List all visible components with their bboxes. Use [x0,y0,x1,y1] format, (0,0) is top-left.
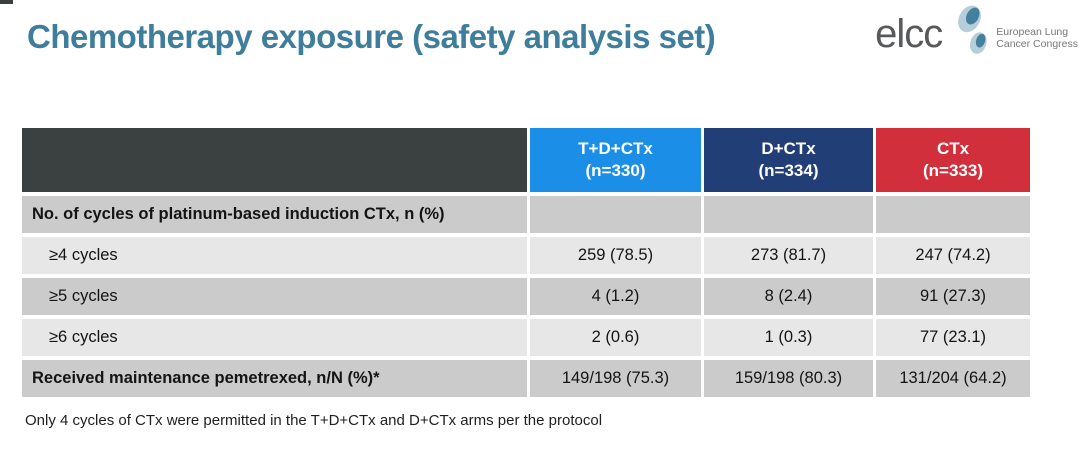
table-cell: 4 (1.2) [530,278,701,315]
column-header-arm-name: T+D+CTx [578,138,653,158]
slide-title: Chemotherapy exposure (safety analysis s… [27,18,716,55]
column-header-d-ctx: D+CTx (n=334) [704,128,873,192]
table-corner-header-cell [22,128,527,192]
table-cell: 273 (81.7) [704,237,873,274]
table-cell: 2 (0.6) [530,319,701,356]
elcc-org-name: European Lung Cancer Congress [996,26,1078,50]
row-label-cycles-section: No. of cycles of platinum-based inductio… [22,196,527,233]
column-header-n-count: (n=330) [585,161,646,180]
table-cell: 131/204 (64.2) [876,360,1030,397]
row-label-ge5-cycles: ≥5 cycles [22,278,527,315]
footnote: Only 4 cycles of CTx were permitted in t… [25,412,603,429]
elcc-leaves-icon [958,5,987,54]
row-label-ge6-cycles: ≥6 cycles [22,319,527,356]
table-cell: 247 (74.2) [876,237,1030,274]
table-cell [530,196,701,233]
table-cell: 77 (23.1) [876,319,1030,356]
table-cell: 1 (0.3) [704,319,873,356]
column-header-arm-name: D+CTx [761,138,816,158]
table-cell: 159/198 (80.3) [704,360,873,397]
table-cell [704,196,873,233]
elcc-logo: elcc European Lung Cancer Congress [875,4,1078,58]
row-label-ge4-cycles: ≥4 cycles [22,237,527,274]
elcc-org-line2: Cancer Congress [996,38,1078,50]
elcc-wordmark: elcc [875,12,943,56]
column-header-t-d-ctx: T+D+CTx (n=330) [530,128,701,192]
column-header-arm-name: CTx [936,138,970,158]
table-cell: 8 (2.4) [704,278,873,315]
table-cell [876,196,1030,233]
column-header-ctx: CTx (n=333) [876,128,1030,192]
screen-corner-artifact [0,0,13,4]
column-header-n-count: (n=333) [923,161,983,180]
chemotherapy-exposure-table: T+D+CTx (n=330) D+CTx (n=334) CTx (n=333… [22,128,1030,397]
elcc-org-line1: European Lung [996,25,1069,38]
table-cell: 91 (27.3) [876,278,1030,315]
column-header-n-count: (n=334) [758,161,819,180]
table-cell: 259 (78.5) [530,237,701,274]
table-cell: 149/198 (75.3) [530,360,701,397]
row-label-maintenance-pemetrexed: Received maintenance pemetrexed, n/N (%)… [22,360,527,397]
